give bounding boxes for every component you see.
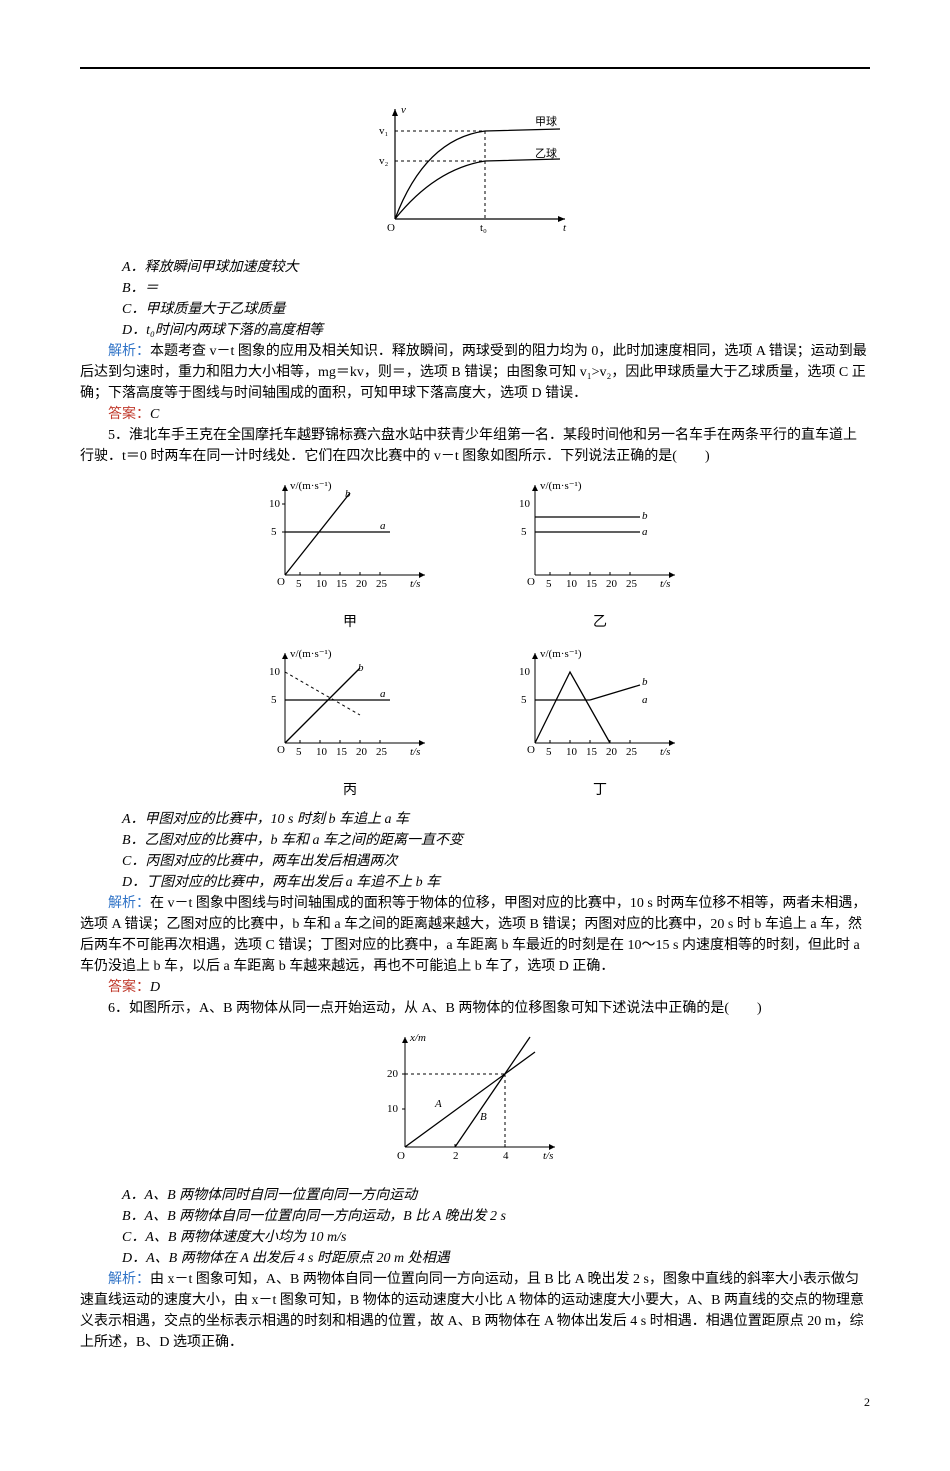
q6-optC: C．A、B 两物体速度大小均为 10 m/s — [122, 1227, 870, 1248]
svg-text:5: 5 — [296, 746, 302, 758]
svg-text:20: 20 — [387, 1068, 399, 1080]
q4-answer: 答案：C — [80, 404, 870, 425]
svg-text:a: a — [380, 688, 386, 700]
svg-text:5: 5 — [271, 694, 277, 706]
svg-text:5: 5 — [296, 578, 302, 590]
svg-text:10: 10 — [387, 1103, 399, 1115]
q5-charts: v/(m·s⁻¹) t/s O 5 10 5 10 15 20 25 a b 甲 — [245, 475, 705, 801]
svg-text:4: 4 — [503, 1150, 509, 1162]
svg-text:15: 15 — [586, 578, 598, 590]
svg-text:t/s: t/s — [660, 746, 670, 758]
q6-optA: A．A、B 两物体同时自同一位置向同一方向运动 — [122, 1185, 870, 1206]
q4-analysis: 解析：本题考查 v－t 图象的应用及相关知识．释放瞬间，两球受到的阻力均为 0，… — [80, 341, 870, 404]
chart-yi: v/(m·s⁻¹) t/s O 5 10 5 10 15 20 25 a b 乙 — [510, 475, 690, 633]
svg-text:20: 20 — [606, 578, 618, 590]
svg-text:5: 5 — [546, 746, 552, 758]
svg-text:O: O — [277, 576, 285, 588]
q4-chart: v₁ v₂ O t₀ t v 甲球 乙球 — [80, 99, 870, 249]
svg-text:t/s: t/s — [410, 746, 420, 758]
svg-text:O: O — [527, 576, 535, 588]
q6-stem: 6．如图所示，A、B 两物体从同一点开始运动，从 A、B 两物体的位移图象可知下… — [80, 998, 870, 1019]
svg-text:a: a — [380, 520, 386, 532]
q6-chart: x/m t/s O 10 20 2 4 A B — [80, 1027, 870, 1177]
svg-text:b: b — [358, 662, 364, 674]
svg-text:A: A — [434, 1098, 442, 1110]
q5-answer: 答案：D — [80, 977, 870, 998]
label-yi: 乙球 — [535, 146, 557, 160]
svg-text:b: b — [345, 488, 351, 500]
svg-text:10: 10 — [316, 578, 328, 590]
svg-text:10: 10 — [566, 746, 578, 758]
svg-text:25: 25 — [626, 578, 638, 590]
svg-text:10: 10 — [566, 578, 578, 590]
chart-ding: v/(m·s⁻¹) t/s O 5 10 5 10 15 20 25 a b 丁 — [510, 643, 690, 801]
svg-text:O: O — [277, 744, 285, 756]
origin-label: O — [387, 222, 395, 234]
svg-text:O: O — [397, 1150, 405, 1162]
svg-text:20: 20 — [356, 746, 368, 758]
q5-stem: 5．淮北车手王克在全国摩托车越野锦标赛六盘水站中获青少年组第一名．某段时间他和另… — [80, 425, 870, 467]
svg-text:25: 25 — [376, 746, 388, 758]
svg-text:20: 20 — [356, 578, 368, 590]
svg-text:25: 25 — [626, 746, 638, 758]
svg-text:5: 5 — [546, 578, 552, 590]
svg-text:2: 2 — [453, 1150, 459, 1162]
svg-text:10: 10 — [316, 746, 328, 758]
svg-text:10: 10 — [519, 498, 531, 510]
q4-optC: C．甲球质量大于乙球质量 — [122, 299, 870, 320]
svg-text:10: 10 — [269, 666, 281, 678]
q6-optB: B．A、B 两物体自同一位置向同一方向运动，B 比 A 晚出发 2 s — [122, 1206, 870, 1227]
q4-optB: B．＝ — [122, 278, 870, 299]
ylabel: v — [401, 104, 406, 116]
svg-text:b: b — [642, 676, 648, 688]
page-number: 2 — [80, 1393, 870, 1411]
svg-text:5: 5 — [521, 694, 527, 706]
q5-optD: D．丁图对应的比赛中，两车出发后 a 车追不上 b 车 — [122, 872, 870, 893]
q6-analysis: 解析：由 x－t 图象可知，A、B 两物体自同一位置向同一方向运动，且 B 比 … — [80, 1269, 870, 1353]
svg-text:B: B — [480, 1111, 487, 1123]
svg-text:a: a — [642, 694, 648, 706]
v1-label: v₁ — [379, 125, 389, 137]
svg-text:v/(m·s⁻¹): v/(m·s⁻¹) — [290, 480, 332, 492]
svg-text:t/s: t/s — [410, 578, 420, 590]
svg-text:15: 15 — [336, 746, 348, 758]
svg-text:20: 20 — [606, 746, 618, 758]
svg-text:v/(m·s⁻¹): v/(m·s⁻¹) — [540, 480, 582, 492]
svg-text:v/(m·s⁻¹): v/(m·s⁻¹) — [540, 648, 582, 660]
xlabel: t — [563, 222, 567, 234]
svg-text:15: 15 — [586, 746, 598, 758]
svg-text:5: 5 — [521, 526, 527, 538]
svg-text:a: a — [642, 526, 648, 538]
svg-text:10: 10 — [519, 666, 531, 678]
svg-text:10: 10 — [269, 498, 281, 510]
svg-text:t/s: t/s — [660, 578, 670, 590]
t0-label: t₀ — [480, 222, 487, 234]
chart-jia: v/(m·s⁻¹) t/s O 5 10 5 10 15 20 25 a b 甲 — [260, 475, 440, 633]
q6-optD: D．A、B 两物体在 A 出发后 4 s 时距原点 20 m 处相遇 — [122, 1248, 870, 1269]
svg-text:5: 5 — [271, 526, 277, 538]
q5-optB: B．乙图对应的比赛中，b 车和 a 车之间的距离一直不变 — [122, 830, 870, 851]
svg-text:t/s: t/s — [543, 1150, 553, 1162]
q5-optA: A．甲图对应的比赛中，10 s 时刻 b 车追上 a 车 — [122, 809, 870, 830]
chart-bing: v/(m·s⁻¹) t/s O 5 10 5 10 15 20 25 a b 丙 — [260, 643, 440, 801]
q5-optC: C．丙图对应的比赛中，两车出发后相遇两次 — [122, 851, 870, 872]
q4-chart-svg: v₁ v₂ O t₀ t v 甲球 乙球 — [365, 99, 585, 249]
top-rule — [80, 67, 870, 69]
v2-label: v₂ — [379, 155, 389, 167]
svg-text:25: 25 — [376, 578, 388, 590]
q4-optA: A．释放瞬间甲球加速度较大 — [122, 257, 870, 278]
svg-text:15: 15 — [336, 578, 348, 590]
label-jia: 甲球 — [535, 114, 557, 128]
svg-text:b: b — [642, 510, 648, 522]
q5-analysis: 解析：在 v－t 图象中图线与时间轴围成的面积等于物体的位移，甲图对应的比赛中，… — [80, 893, 870, 977]
svg-text:v/(m·s⁻¹): v/(m·s⁻¹) — [290, 648, 332, 660]
q6-chart-svg: x/m t/s O 10 20 2 4 A B — [375, 1027, 575, 1177]
svg-text:x/m: x/m — [409, 1032, 426, 1044]
svg-text:O: O — [527, 744, 535, 756]
q4-optD: D．t₀时间内两球下落的高度相等 — [122, 320, 870, 341]
